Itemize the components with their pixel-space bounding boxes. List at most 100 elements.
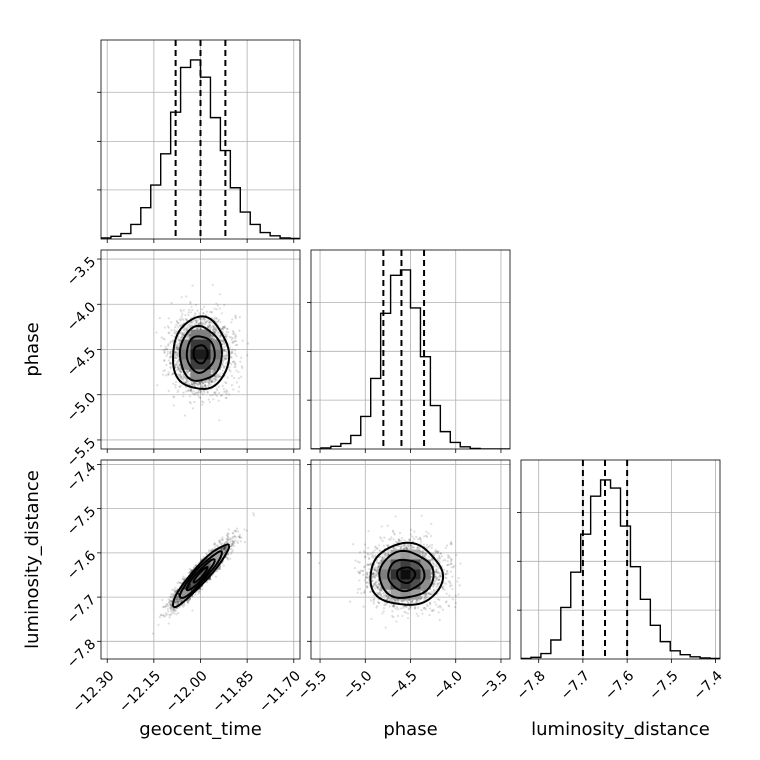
sample-point	[237, 535, 240, 538]
sample-point	[169, 595, 172, 599]
sample-point	[176, 366, 179, 369]
sample-point	[178, 600, 181, 603]
sample-point	[182, 391, 185, 394]
sample-point	[218, 419, 221, 422]
sample-point	[176, 345, 179, 348]
sample-point	[246, 354, 249, 357]
sample-point	[193, 393, 197, 396]
sample-point	[234, 365, 237, 368]
sample-point	[174, 600, 177, 603]
sample-point	[219, 334, 222, 337]
sample-point	[224, 350, 227, 353]
sample-point	[191, 609, 194, 612]
sample-point	[169, 606, 173, 610]
sample-point	[201, 382, 205, 385]
sample-point	[234, 529, 238, 532]
sample-point	[224, 357, 227, 360]
sample-point	[215, 302, 218, 305]
sample-point	[176, 598, 179, 602]
sample-point	[199, 318, 202, 321]
sample-point	[174, 602, 177, 605]
sample-point	[210, 381, 213, 384]
sample-point	[176, 346, 179, 349]
sample-point	[175, 362, 178, 365]
sample-point	[238, 535, 241, 539]
sample-point	[181, 334, 184, 338]
sample-point	[239, 360, 242, 363]
sample-point	[175, 319, 178, 322]
sample-point	[201, 385, 204, 388]
sample-point	[190, 388, 193, 392]
sample-point	[218, 539, 221, 543]
sample-point	[232, 376, 236, 380]
sample-point	[217, 539, 221, 542]
sample-point	[201, 588, 204, 591]
sample-point	[223, 358, 226, 361]
sample-point	[232, 332, 235, 336]
sample-point	[194, 322, 198, 325]
sample-point	[234, 314, 237, 317]
sample-point	[193, 381, 196, 385]
panel-geocent_time-hist	[97, 39, 301, 243]
sample-point	[180, 384, 183, 387]
sample-point	[191, 322, 194, 325]
sample-point	[231, 318, 234, 321]
sample-point	[179, 370, 182, 373]
sample-point	[231, 549, 234, 552]
sample-point	[172, 608, 176, 611]
sample-point	[218, 375, 221, 378]
density-cell	[200, 369, 211, 380]
sample-point	[182, 395, 185, 398]
sample-point	[167, 343, 170, 346]
sample-point	[159, 344, 163, 348]
sample-point	[214, 393, 217, 396]
sample-point	[223, 325, 226, 328]
density-cell	[210, 339, 221, 350]
sample-point	[188, 337, 191, 340]
sample-point	[166, 603, 169, 606]
sample-point	[198, 395, 201, 399]
sample-point	[203, 318, 206, 321]
sample-point	[173, 590, 177, 593]
sample-point	[176, 600, 179, 603]
sample-point	[180, 370, 183, 374]
density-cell	[190, 339, 201, 350]
sample-point	[213, 546, 217, 549]
sample-point	[173, 396, 176, 399]
sample-point	[196, 319, 199, 322]
sample-point	[168, 613, 171, 616]
sample-point	[195, 320, 198, 323]
sample-point	[234, 317, 237, 320]
sample-point	[241, 339, 244, 342]
sample-point	[211, 370, 214, 373]
sample-point	[200, 380, 204, 383]
sample-point	[186, 324, 189, 327]
sample-point	[173, 356, 176, 360]
sample-point	[206, 391, 209, 394]
sample-point	[217, 399, 220, 402]
sample-point	[166, 325, 170, 328]
sample-point	[213, 392, 216, 395]
sample-point	[221, 539, 224, 542]
sample-point	[212, 327, 215, 330]
sample-point	[233, 544, 236, 547]
sample-point	[166, 613, 169, 616]
sample-point	[184, 381, 187, 385]
sample-point	[215, 570, 219, 573]
sample-point	[232, 542, 235, 545]
sample-point	[173, 603, 176, 606]
sample-point	[225, 389, 228, 392]
sample-point	[213, 543, 216, 546]
sample-point	[196, 383, 199, 386]
sample-point	[225, 362, 228, 365]
sample-point	[178, 598, 182, 601]
sample-point	[203, 305, 206, 308]
sample-point	[181, 332, 184, 335]
sample-point	[230, 542, 234, 545]
sample-point	[173, 335, 176, 338]
sample-point	[178, 373, 182, 376]
sample-point	[171, 372, 175, 376]
sample-point	[180, 375, 183, 378]
sample-point	[181, 577, 185, 580]
sample-point	[177, 353, 180, 356]
